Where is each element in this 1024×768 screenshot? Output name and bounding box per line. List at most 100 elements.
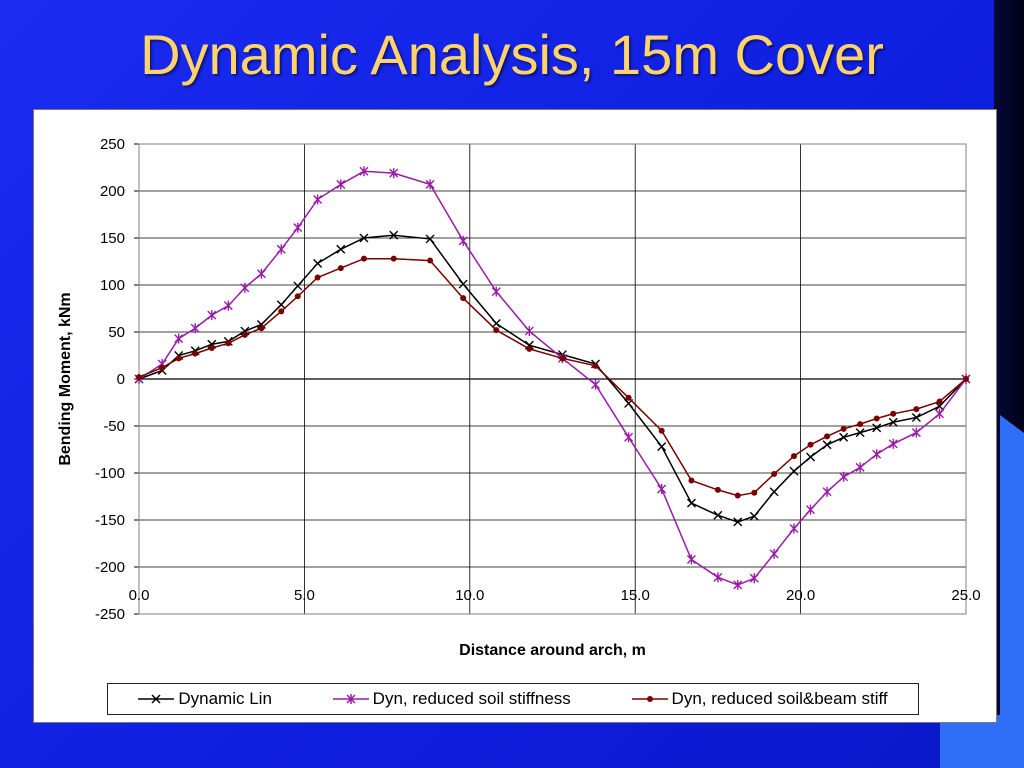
data-point [789, 523, 799, 534]
legend-item-reduced-soil: Dyn, reduced soil stiffness [332, 689, 571, 709]
data-point [336, 179, 346, 190]
y-tick-label: -150 [95, 512, 125, 529]
data-point [591, 379, 600, 390]
data-point [314, 274, 321, 281]
data-point [935, 408, 945, 419]
series-line [138, 257, 967, 497]
data-point [657, 483, 667, 494]
data-point [524, 326, 534, 337]
data-point [174, 333, 184, 344]
y-tick-label: 50 [108, 324, 125, 341]
data-point [771, 470, 778, 477]
data-point [241, 331, 248, 338]
data-point [425, 234, 435, 244]
data-point [749, 573, 759, 584]
y-tick-label: 150 [100, 230, 125, 247]
data-point [493, 327, 500, 334]
data-point [192, 350, 199, 357]
data-point [936, 398, 943, 405]
y-tick-label: -250 [95, 606, 125, 623]
data-point [458, 235, 468, 246]
data-point [855, 462, 865, 473]
series-line [138, 170, 967, 586]
data-point [458, 279, 468, 289]
data-point [713, 510, 723, 520]
data-point [657, 442, 667, 452]
data-point [713, 572, 723, 583]
data-point [807, 441, 814, 448]
dot-marker-icon [631, 696, 668, 702]
data-point [207, 310, 217, 321]
data-point [190, 323, 200, 334]
data-point [888, 417, 898, 427]
data-point [714, 486, 721, 493]
data-point [890, 410, 897, 417]
data-point [293, 281, 303, 291]
data-point [733, 517, 743, 527]
data-point [225, 340, 232, 347]
data-point [913, 406, 920, 413]
data-point [159, 364, 166, 371]
data-point [359, 166, 369, 177]
data-point [806, 452, 816, 462]
data-point [276, 300, 286, 310]
data-point [911, 413, 921, 423]
data-point [278, 308, 285, 315]
data-point [460, 295, 467, 302]
legend-label-dynamic-lin: Dynamic Lin [178, 689, 272, 708]
data-point [491, 286, 501, 297]
data-point [389, 168, 399, 179]
data-point [790, 453, 797, 460]
data-point [359, 233, 369, 243]
data-point [276, 244, 286, 255]
data-point [658, 427, 665, 434]
data-point [256, 268, 266, 279]
data-point [293, 222, 303, 233]
data-point [427, 257, 434, 264]
data-point [491, 319, 501, 329]
data-point [769, 548, 779, 559]
x-marker-icon [138, 694, 175, 704]
data-point [625, 394, 632, 401]
data-point [337, 265, 344, 272]
x-tick-label: 20.0 [786, 587, 815, 604]
chart-legend: Dynamic Lin Dyn, reduced soil stiffness … [107, 683, 919, 715]
data-point [824, 433, 831, 440]
slide-title: Dynamic Analysis, 15m Cover [140, 23, 884, 86]
y-tick-label: -200 [95, 559, 125, 576]
data-point [390, 255, 397, 262]
data-point [624, 432, 634, 443]
data-point [751, 489, 758, 496]
data-point [839, 432, 849, 442]
y-axis-label: Bending Moment, kNm [57, 292, 74, 465]
y-tick-label: 100 [100, 277, 125, 294]
data-point [425, 179, 435, 190]
data-point [888, 438, 898, 449]
data-point [526, 345, 533, 352]
chart-panel: 250 200 150 100 50 0 -50 -100 -150 -200 -250 0.0 5.0… [33, 109, 997, 723]
data-point [822, 486, 832, 497]
data-point [769, 487, 779, 497]
data-point [911, 427, 921, 438]
data-point [313, 258, 323, 268]
data-point [822, 440, 832, 450]
data-point [592, 362, 599, 369]
data-point [223, 300, 233, 311]
data-point [806, 504, 816, 515]
data-point [872, 449, 882, 460]
y-tick-label: 0 [117, 371, 125, 388]
series-lines [134, 166, 971, 590]
data-point [855, 428, 865, 438]
x-tick-label: 15.0 [621, 587, 650, 604]
data-point [336, 244, 346, 254]
data-point [935, 401, 945, 411]
data-point [733, 579, 743, 590]
y-tick-label: -50 [103, 418, 125, 435]
legend-item-reduced-soil-beam: Dyn, reduced soil&beam stiff [631, 689, 888, 709]
legend-item-dynamic-lin: Dynamic Lin [138, 689, 272, 709]
data-point [258, 325, 265, 332]
data-point [749, 511, 759, 521]
y-tick-label: -100 [95, 465, 125, 482]
legend-label-reduced-soil: Dyn, reduced soil stiffness [372, 689, 571, 708]
